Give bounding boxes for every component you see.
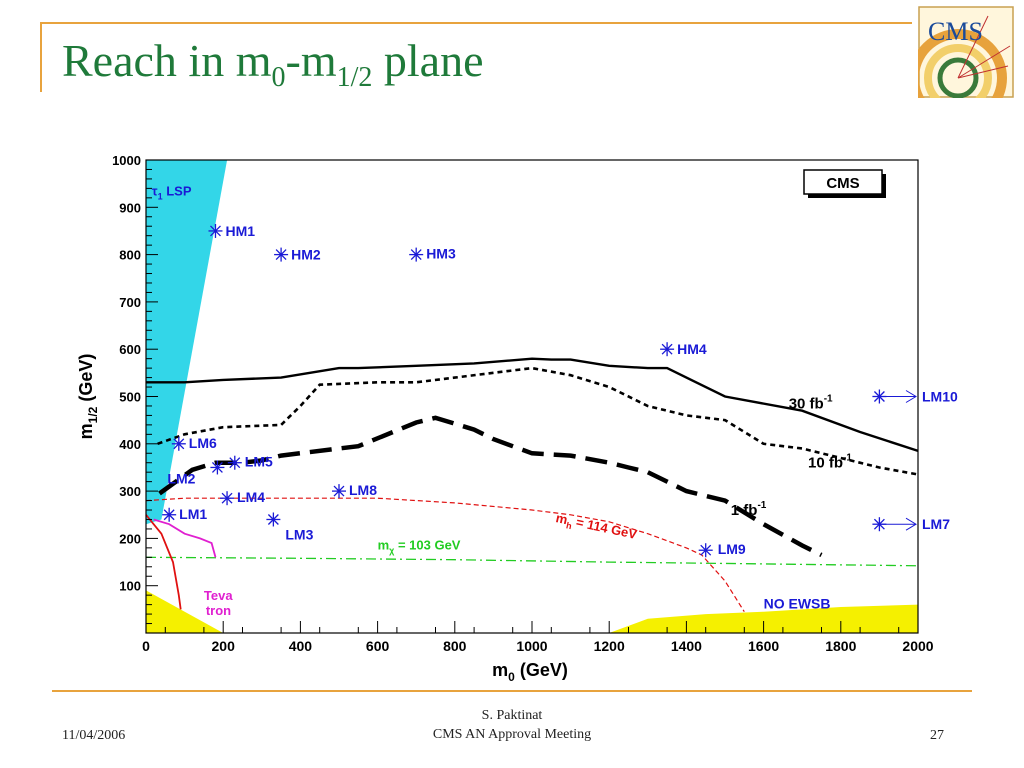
- series-line-4: [145, 556, 919, 567]
- tevatron-curve: [153, 518, 217, 558]
- benchmark-point-1: [274, 247, 289, 262]
- benchmark-point-4: [872, 389, 917, 404]
- benchmark-point-8: [220, 491, 235, 506]
- region-0: [146, 160, 228, 525]
- series-line-1: [157, 366, 919, 476]
- benchmark-point-6: [227, 455, 242, 470]
- footer-author: S. Paktinat: [481, 708, 543, 723]
- star-d2: [333, 485, 345, 497]
- arrow-head: [905, 390, 917, 403]
- star-d2: [221, 492, 233, 504]
- reach-chart: 0 200 400 600 800 1000 1200 1400 1600 1800 2000 100…: [76, 153, 958, 684]
- benchmark-point-3: [660, 342, 675, 357]
- benchmark-point-5: [171, 436, 186, 451]
- star-d2: [163, 509, 175, 521]
- footer-meeting: CMS AN Approval Meeting: [432, 727, 592, 742]
- logo-text: CMS: [928, 17, 983, 46]
- star-d2: [700, 544, 712, 556]
- footer-date: 11/04/2006: [62, 728, 126, 743]
- y-tick-label-5: 600: [119, 342, 141, 357]
- benchmark-point-12: [698, 543, 713, 558]
- badge-box: [803, 169, 883, 195]
- star-d2: [661, 343, 673, 355]
- benchmark-point-10: [162, 507, 177, 522]
- footer-center: S. Paktinat CMS AN Approval Meeting: [412, 706, 612, 744]
- benchmark-point-11: [266, 512, 281, 527]
- benchmark-label-9: LM8: [349, 482, 377, 498]
- x-tick-label-4: 800: [443, 638, 467, 654]
- badge-label: CMS: [826, 175, 859, 192]
- benchmark-point-13: [872, 517, 917, 532]
- x-tick-label-10: 2000: [902, 638, 933, 654]
- x-tick-label-8: 1600: [748, 638, 779, 654]
- series-line-0: [146, 357, 919, 453]
- lep-curve: [145, 514, 182, 610]
- star-d2: [210, 225, 221, 237]
- header-rule: [40, 22, 912, 24]
- series-line-2: [158, 415, 823, 558]
- benchmark-label-6: LM5: [245, 454, 273, 470]
- y-tick-label-2: 300: [119, 484, 141, 499]
- star-d2: [275, 249, 287, 261]
- cms-logo: CMS: [918, 6, 1014, 98]
- annotation-10fb: 10 fb-1: [808, 452, 852, 471]
- star-d2: [173, 438, 185, 450]
- y-tick-label-6: 700: [119, 295, 141, 310]
- x-tick-label-3: 600: [366, 638, 390, 654]
- x-tick-label-0: 0: [142, 638, 150, 654]
- annotation-stau-lsp: τ1 LSP: [152, 183, 192, 201]
- x-tick-label-7: 1400: [671, 638, 702, 654]
- benchmark-point-2: [409, 247, 424, 262]
- annotation-no-ewsb: NO EWSB: [764, 595, 831, 611]
- y-axis-label: m1/2 (GeV): [76, 354, 100, 440]
- benchmark-label-5: LM6: [189, 435, 217, 451]
- annotation-tron: tron: [206, 603, 231, 618]
- x-tick-label-9: 1800: [825, 638, 856, 654]
- plot-area: [146, 160, 918, 633]
- star-d2: [267, 514, 279, 525]
- benchmark-point-0: [208, 223, 223, 238]
- y-tick-label-9: 1000: [112, 153, 141, 168]
- x-tick-label-6: 1200: [594, 638, 625, 654]
- y-tick-label-8: 900: [119, 200, 141, 215]
- benchmark-label-10: LM1: [179, 506, 207, 522]
- benchmark-point-9: [332, 484, 346, 499]
- arrow-head: [905, 517, 917, 531]
- x-tick-label-5: 1000: [516, 638, 547, 654]
- benchmark-point-7: [210, 460, 225, 475]
- y-tick-label-4: 500: [119, 390, 141, 405]
- benchmark-label-7: LM2: [167, 470, 195, 486]
- series-line-3: [145, 497, 745, 613]
- benchmark-label-3: HM4: [677, 341, 707, 357]
- y-tick-label-7: 800: [119, 248, 141, 263]
- x-tick-label-1: 200: [212, 638, 236, 654]
- star-d2: [229, 457, 241, 469]
- slide-title: Reach in m0-m1/2 plane: [62, 35, 484, 94]
- page-number: 27: [930, 728, 944, 743]
- header-side-rule: [40, 22, 42, 92]
- benchmark-label-0: HM1: [225, 223, 255, 239]
- star-d2: [211, 461, 223, 473]
- benchmark-label-2: HM3: [426, 246, 456, 262]
- annotation-30fb: 30 fb-1: [789, 393, 833, 412]
- benchmark-label-12: LM9: [718, 541, 746, 557]
- star-d2: [410, 249, 422, 261]
- annotation-teva: Teva: [204, 588, 233, 603]
- benchmark-label-13: LM7: [922, 516, 950, 532]
- benchmark-label-8: LM4: [237, 489, 265, 505]
- x-tick-label-2: 400: [289, 638, 313, 654]
- x-axis-label: m0 (GeV): [492, 660, 568, 684]
- benchmark-label-1: HM2: [291, 247, 321, 263]
- benchmark-label-4: LM10: [922, 389, 958, 405]
- y-tick-label-0: 100: [119, 579, 141, 594]
- footer-rule: [52, 690, 972, 692]
- y-tick-label-1: 200: [119, 531, 141, 546]
- benchmark-label-11: LM3: [285, 526, 313, 542]
- y-tick-label-3: 400: [119, 437, 141, 452]
- annotation-mchi: mχ = 103 GeV: [378, 537, 461, 555]
